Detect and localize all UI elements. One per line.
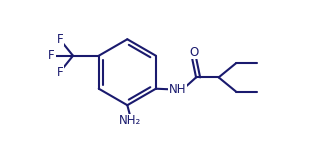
Text: NH₂: NH₂ [119, 114, 141, 127]
Text: F: F [56, 33, 63, 46]
Text: F: F [49, 49, 55, 62]
Text: F: F [56, 66, 63, 78]
Text: O: O [189, 46, 199, 59]
Text: NH: NH [169, 83, 186, 96]
